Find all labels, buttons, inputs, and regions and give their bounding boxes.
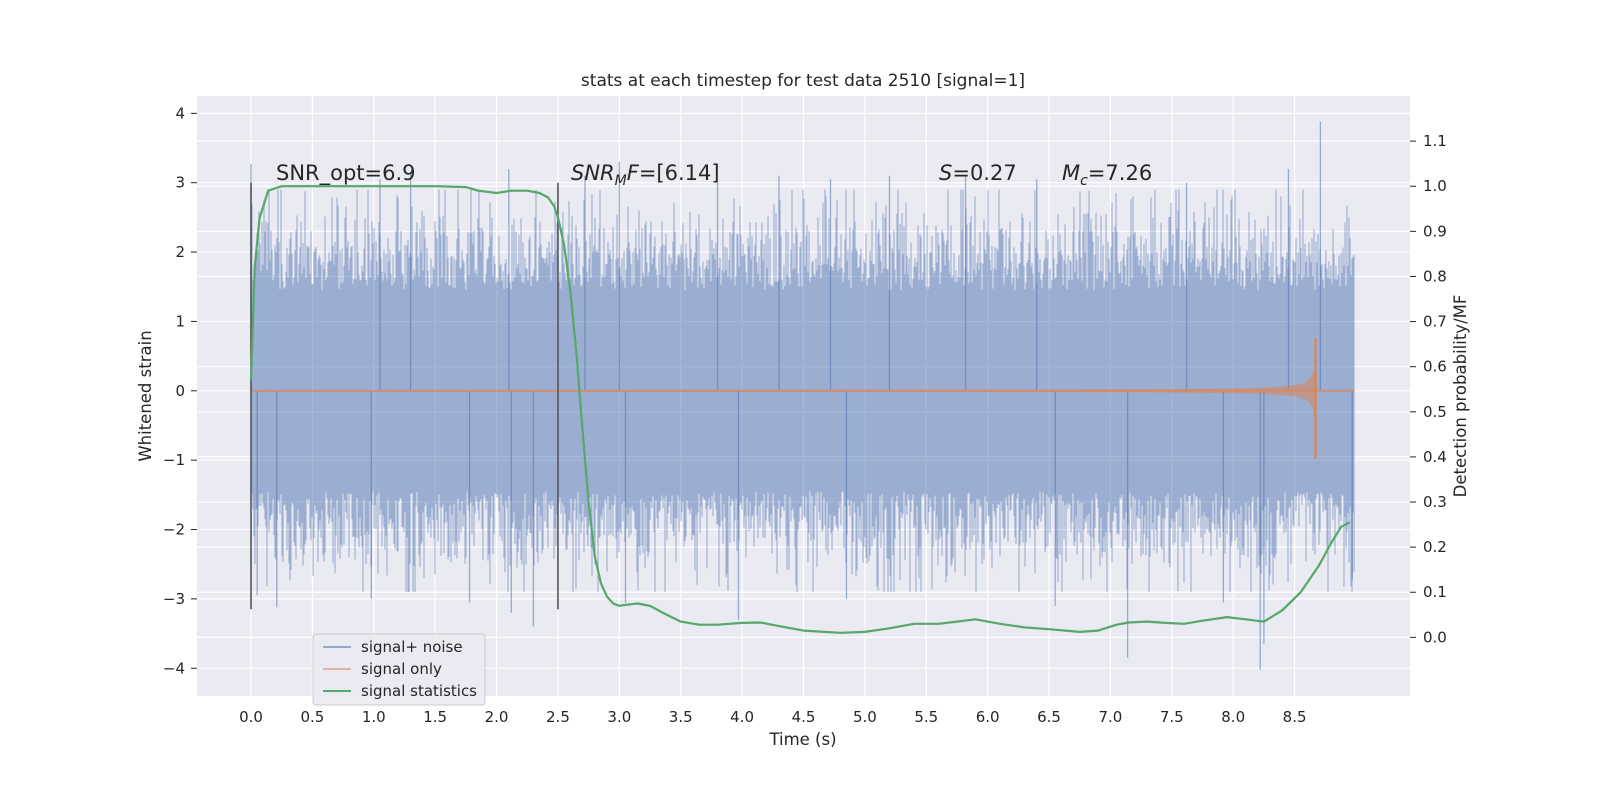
annotation-snr-opt: SNR_opt=6.9: [276, 161, 416, 186]
x-tick-label: 4.0: [730, 708, 754, 726]
x-tick-label: 2.5: [546, 708, 570, 726]
legend-frame: [312, 633, 486, 706]
series-signal-plus-noise: [250, 121, 1355, 670]
annotation-s-value: S=0.27: [939, 161, 1017, 185]
annotations: SNR_opt=6.9 SNRMF=[6.14] S=0.27 Mc=7.26: [276, 161, 1152, 189]
x-tick-label: 0.0: [239, 708, 263, 726]
y-right-tick-label: 0.4: [1423, 448, 1447, 466]
y-right-tick-label: 0.1: [1423, 583, 1447, 601]
x-tick-label: 8.0: [1221, 708, 1245, 726]
y-tick-label: 4: [175, 104, 185, 122]
x-tick-label: 3.0: [607, 708, 631, 726]
x-tick-label: 2.0: [485, 708, 509, 726]
legend-label-signal-plus-noise: signal+ noise: [361, 638, 463, 656]
y-right-tick-label: 0.5: [1423, 403, 1447, 421]
x-tick-label: 7.0: [1099, 708, 1123, 726]
x-tick-label: 0.5: [300, 708, 324, 726]
x-tick-label: 6.5: [1037, 708, 1061, 726]
y-right-tick-label: 0.3: [1423, 493, 1447, 511]
x-tick-label: 5.5: [914, 708, 938, 726]
x-tick-label: 7.5: [1160, 708, 1184, 726]
y-right-tick-label: 0.8: [1423, 267, 1447, 285]
x-tick-label: 1.5: [423, 708, 447, 726]
annotation-snr-mf: SNRMF=[6.14]: [571, 161, 720, 189]
x-tick-label: 8.5: [1283, 708, 1307, 726]
legend-label-signal-only: signal only: [361, 660, 442, 678]
annotation-mc-value: Mc=7.26: [1062, 161, 1152, 189]
y-axis-label: Whitened strain: [136, 330, 155, 461]
y-right-tick-label: 0.0: [1423, 628, 1447, 646]
legend: signal+ noise signal only signal statist…: [312, 633, 486, 706]
y-tick-label: −3: [163, 590, 185, 608]
y-right-axis-label: Detection probability/MF: [1451, 295, 1470, 498]
legend-label-signal-statistics: signal statistics: [361, 682, 477, 700]
y-axis-ticks: −4 −3 −2 −1 0 1 2 3 4: [163, 104, 197, 677]
x-axis-ticks: 0.0 0.5 1.0 1.5 2.0 2.5 3.0 3.5 4.0 4.5 5.0 5.5 6.0 6…: [239, 708, 1306, 726]
y-tick-label: 1: [175, 312, 185, 330]
x-axis-label: Time (s): [768, 730, 836, 749]
x-tick-label: 4.5: [792, 708, 816, 726]
y-right-tick-label: 0.9: [1423, 222, 1447, 240]
y-tick-label: −2: [163, 521, 185, 539]
y-tick-label: 2: [175, 243, 185, 261]
y-right-axis-ticks: 0.0 0.1 0.2 0.3 0.4 0.5 0.6 0.7 0.8 0.9 1.0 1.1: [1410, 132, 1447, 646]
y-right-tick-label: 1.1: [1423, 132, 1447, 150]
y-tick-label: −1: [163, 451, 185, 469]
y-tick-label: 3: [175, 174, 185, 192]
y-right-tick-label: 0.6: [1423, 358, 1447, 376]
x-tick-label: 6.0: [976, 708, 1000, 726]
series-signal-only: [251, 338, 1355, 459]
y-tick-label: 0: [175, 382, 185, 400]
vertical-markers: [250, 182, 559, 610]
y-tick-label: −4: [163, 659, 185, 677]
y-right-tick-label: 0.2: [1423, 538, 1447, 556]
series-signal-statistics: [249, 185, 1351, 634]
x-tick-label: 1.0: [362, 708, 386, 726]
x-tick-label: 5.0: [853, 708, 877, 726]
statistics-line: [249, 185, 1351, 634]
y-right-tick-label: 0.7: [1423, 313, 1447, 331]
x-tick-label: 3.5: [669, 708, 693, 726]
chart-title: stats at each timestep for test data 251…: [581, 71, 1025, 91]
y-right-tick-label: 1.0: [1423, 177, 1447, 195]
